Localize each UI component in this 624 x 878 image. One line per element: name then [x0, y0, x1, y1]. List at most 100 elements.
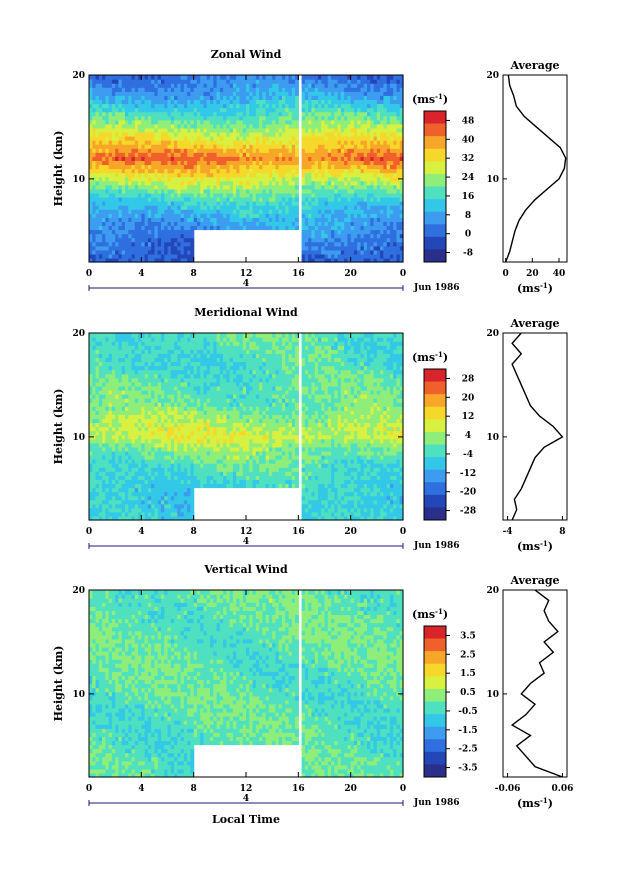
heatmap-cell — [295, 169, 299, 174]
average-y-tick-label: 10 — [486, 175, 499, 185]
average-x-tick-label: 40 — [553, 269, 566, 279]
average-x-tick-label: 0 — [503, 269, 509, 279]
heatmap-cell — [295, 132, 299, 137]
heatmap-cell — [295, 160, 299, 165]
average-y-tick-label: 20 — [486, 71, 499, 81]
heatmap-cell — [295, 475, 299, 480]
colorbar-segment — [424, 161, 446, 174]
y-tick-label: 20 — [72, 71, 85, 81]
colorbar-segment — [424, 199, 446, 212]
x-tick-label: 20 — [344, 269, 357, 279]
heatmap-cell — [295, 99, 299, 104]
heatmap-cell — [295, 140, 299, 145]
colorbar-tick-label: 32 — [462, 154, 475, 164]
heatmap-cell — [295, 124, 299, 129]
heatmap-cell — [295, 91, 299, 96]
heatmap-cell — [190, 250, 194, 255]
average-frame — [503, 75, 567, 262]
heatmap-cell — [295, 193, 299, 198]
unit-superscript: -1 — [540, 281, 548, 290]
panel-title: Meridional Wind — [194, 306, 298, 319]
x-tick-label: 0 — [86, 269, 92, 279]
colorbar-segment — [424, 111, 446, 124]
y-tick-label: 10 — [72, 175, 85, 185]
heatmap-cell — [295, 128, 299, 133]
heatmap-cell — [190, 246, 194, 251]
heatmap-cell — [190, 487, 194, 492]
colorbar-tick-label: 16 — [462, 192, 475, 202]
heatmap-cell — [295, 164, 299, 169]
heatmap-cell — [295, 112, 299, 117]
heatmap-cell — [295, 209, 299, 214]
unit-text: (ms — [517, 282, 540, 295]
unit-superscript: -1 — [435, 92, 443, 101]
heatmap-cell — [190, 492, 194, 497]
heatmap-cell — [295, 173, 299, 178]
heatmap-cell — [295, 483, 299, 488]
colorbar-segment — [424, 149, 446, 162]
heatmap-cell — [295, 95, 299, 100]
heatmap-cell — [295, 197, 299, 202]
heatmap-cell — [190, 500, 194, 505]
average-x-tick-label: 20 — [526, 269, 539, 279]
heatmap-cell — [295, 156, 299, 161]
heatmap-cell — [295, 479, 299, 484]
unit-close: ) — [443, 93, 448, 106]
colorbar-unit: (ms-1) — [412, 92, 448, 106]
average-title: Average — [509, 59, 559, 72]
heatmap-cell — [295, 108, 299, 113]
colorbar-segment — [424, 136, 446, 149]
date-marker: 4 — [243, 279, 249, 289]
unit-text: (ms — [412, 93, 435, 106]
colorbar-tick-label: 48 — [462, 116, 475, 126]
colorbar-tick-label: -8 — [463, 249, 473, 259]
x-tick-label: 12 — [240, 269, 253, 279]
heatmap-cell — [190, 242, 194, 247]
heatmap-cell — [295, 177, 299, 182]
heatmap-cell — [295, 213, 299, 218]
heatmap-cell — [295, 205, 299, 210]
heatmap-cell — [295, 221, 299, 226]
heatmap-cell — [295, 136, 299, 141]
colorbar-segment — [424, 237, 446, 250]
x-tick-label: 4 — [138, 269, 144, 279]
heatmap-cell — [295, 148, 299, 153]
heatmap-cell — [190, 229, 194, 234]
colorbar-segment — [424, 212, 446, 225]
colorbar-segment — [424, 249, 446, 262]
heatmap-cell — [295, 144, 299, 149]
heatmap-cell — [295, 189, 299, 194]
colorbar-segment — [424, 224, 446, 237]
heatmap-cell — [295, 185, 299, 190]
average-profile-line — [506, 75, 566, 262]
heatmap-cell — [190, 238, 194, 243]
colorbar-segment — [424, 124, 446, 137]
x-tick-label: 0 — [400, 269, 406, 279]
heatmap-cell — [190, 496, 194, 501]
heatmap-cell — [295, 103, 299, 108]
panel-title: Zonal Wind — [211, 48, 282, 61]
colorbar-segment — [424, 174, 446, 187]
heatmap-cell — [295, 225, 299, 230]
colorbar-tick-label: 24 — [462, 173, 475, 183]
x-tick-label: 16 — [292, 269, 305, 279]
heatmap-cell — [190, 508, 194, 513]
y-axis-label: Height (km) — [52, 131, 65, 207]
heatmap-cell — [295, 217, 299, 222]
heatmap-cells — [89, 333, 404, 521]
colorbar-tick-label: 8 — [465, 211, 471, 221]
heatmap-cell — [295, 120, 299, 125]
heatmap-cell — [295, 87, 299, 92]
unit-close: ) — [548, 282, 553, 295]
average-unit: (ms-1) — [517, 281, 553, 295]
heatmap-cell — [190, 234, 194, 239]
colorbar-segment — [424, 187, 446, 200]
date-label: Jun 1986 — [413, 283, 460, 293]
x-tick-label: 8 — [191, 269, 197, 279]
heatmap-cell — [295, 116, 299, 121]
